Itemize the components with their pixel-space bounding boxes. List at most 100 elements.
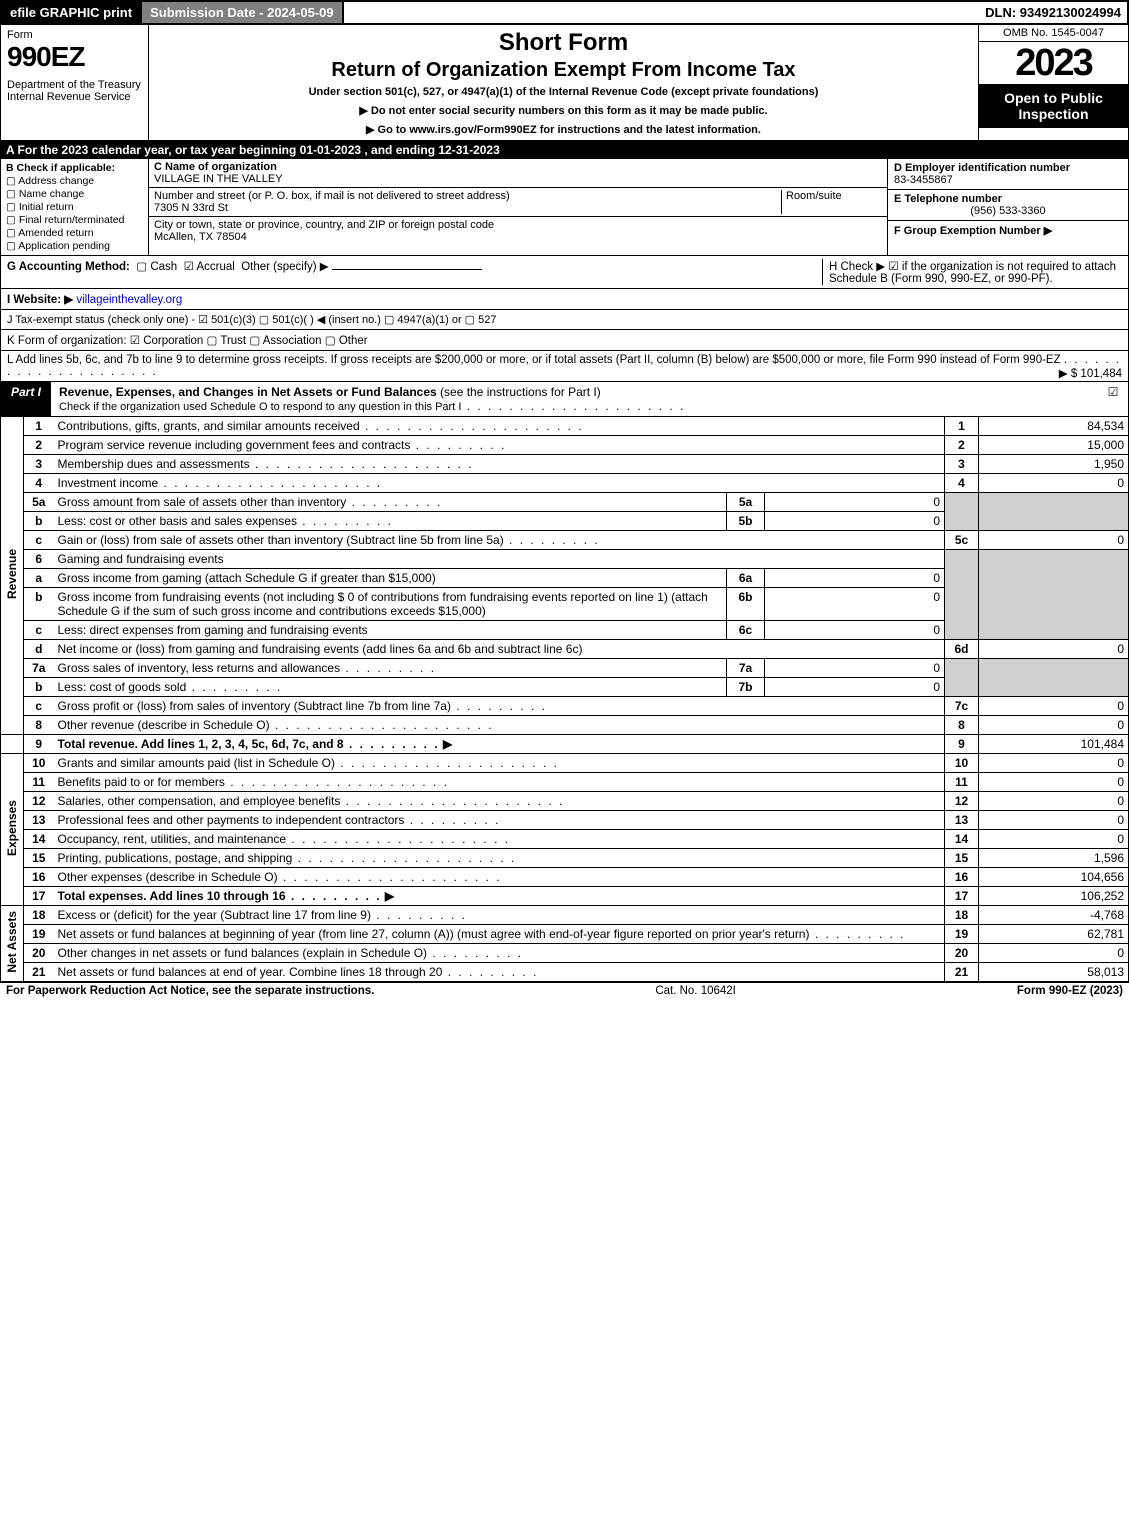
ln-17-val: 106,252 [979,887,1129,906]
g-label: G Accounting Method: [7,261,130,273]
rotated-net-assets: Net Assets [1,906,24,982]
ln-16-desc: Other expenses (describe in Schedule O) [58,870,278,884]
ln-11-val: 0 [979,773,1129,792]
ln-7a-desc: Gross sales of inventory, less returns a… [58,661,341,675]
ln-15-val: 1,596 [979,849,1129,868]
ln-9-num: 9 [24,735,54,754]
phone: (956) 533-3360 [894,205,1122,217]
ln-5b-num: b [24,512,54,531]
ln-7b-sv: 0 [765,678,945,697]
efile-print-button[interactable]: efile GRAPHIC print [2,2,142,23]
ln-15-nc: 15 [945,849,979,868]
ln-3-val: 1,950 [979,455,1129,474]
rotated-revenue: Revenue [1,417,24,735]
street: 7305 N 33rd St [154,202,228,214]
row-j: J Tax-exempt status (check only one) - ☑… [0,310,1129,330]
ln-13-nc: 13 [945,811,979,830]
ln-14-nc: 14 [945,830,979,849]
ln-5b-sv: 0 [765,512,945,531]
part-1-header: Part I Revenue, Expenses, and Changes in… [0,382,1129,417]
e-label: E Telephone number [894,193,1002,205]
form-word: Form [7,29,142,41]
ln-11-desc: Benefits paid to or for members [58,775,225,789]
ln-14-desc: Occupancy, rent, utilities, and maintena… [58,832,287,846]
form-number: 990EZ [7,41,142,73]
ln-5a-sl: 5a [727,493,765,512]
ln-2-desc: Program service revenue including govern… [58,438,411,452]
ln-19-desc: Net assets or fund balances at beginning… [58,927,810,941]
ln-11-nc: 11 [945,773,979,792]
ln-5c-num: c [24,531,54,550]
ln-18-val: -4,768 [979,906,1129,925]
ln-15-num: 15 [24,849,54,868]
omb-number: OMB No. 1545-0047 [979,25,1128,42]
ln-10-num: 10 [24,754,54,773]
info-grid: B Check if applicable: ▢ Address change … [0,159,1129,256]
ln-8-desc: Other revenue (describe in Schedule O) [58,718,270,732]
ln-6a-num: a [24,569,54,588]
ln-13-val: 0 [979,811,1129,830]
chk-address-change[interactable]: ▢ Address change [6,175,143,187]
chk-amended[interactable]: ▢ Amended return [6,227,143,239]
title-short-form: Short Form [159,29,968,57]
l-value: ▶ $ 101,484 [1059,366,1122,380]
ln-7c-val: 0 [979,697,1129,716]
ln-13-desc: Professional fees and other payments to … [58,813,405,827]
section-a: A For the 2023 calendar year, or tax yea… [0,141,1129,159]
part-1-checkbox[interactable]: ☑ [1098,382,1128,416]
ln-6b-desc: Gross income from fundraising events (no… [54,588,727,621]
ln-18-desc: Excess or (deficit) for the year (Subtra… [58,908,371,922]
ln-6c-desc: Less: direct expenses from gaming and fu… [54,621,727,640]
section-c: C Name of organization VILLAGE IN THE VA… [149,159,888,255]
i-label: I Website: ▶ [7,294,73,306]
b-title: B Check if applicable: [6,162,115,174]
ln-5c-desc: Gain or (loss) from sale of assets other… [58,533,504,547]
part-1-tab: Part I [1,382,51,416]
ln-20-val: 0 [979,944,1129,963]
ln-21-num: 21 [24,963,54,982]
ln-16-val: 104,656 [979,868,1129,887]
ln-5b-sl: 5b [727,512,765,531]
chk-application-pending[interactable]: ▢ Application pending [6,240,143,252]
ln-16-num: 16 [24,868,54,887]
ln-11-num: 11 [24,773,54,792]
ln-6d-nc: 6d [945,640,979,659]
ln-7c-desc: Gross profit or (loss) from sales of inv… [58,699,451,713]
ln-1-val: 84,534 [979,417,1129,436]
website-link[interactable]: villageinthevalley.org [76,294,182,306]
arrow-icon: ▶ [443,737,452,751]
street-label: Number and street (or P. O. box, if mail… [154,190,510,202]
ln-6d-num: d [24,640,54,659]
ln-8-num: 8 [24,716,54,735]
lines-table: Revenue 1 Contributions, gifts, grants, … [0,417,1129,982]
ln-17-desc: Total expenses. Add lines 10 through 16 [58,889,286,903]
ln-6b-num: b [24,588,54,621]
ln-4-desc: Investment income [58,476,159,490]
ln-12-num: 12 [24,792,54,811]
part-1-sub: Check if the organization used Schedule … [59,401,461,413]
g-other[interactable]: Other (specify) ▶ [241,261,328,273]
chk-initial-return[interactable]: ▢ Initial return [6,201,143,213]
ln-10-nc: 10 [945,754,979,773]
ln-20-num: 20 [24,944,54,963]
footer-form: Form 990-EZ (2023) [1017,985,1123,997]
ln-7c-num: c [24,697,54,716]
ln-21-val: 58,013 [979,963,1129,982]
ln-18-nc: 18 [945,906,979,925]
ln-6c-num: c [24,621,54,640]
ln-2-val: 15,000 [979,436,1129,455]
g-cash[interactable]: Cash [150,261,177,273]
g-accrual[interactable]: Accrual [196,261,234,273]
ln-3-num: 3 [24,455,54,474]
ln-6-num: 6 [24,550,54,569]
chk-final-return[interactable]: ▢ Final return/terminated [6,214,143,226]
footer-left: For Paperwork Reduction Act Notice, see … [6,985,374,997]
ln-16-nc: 16 [945,868,979,887]
ln-17-num: 17 [24,887,54,906]
ln-6a-desc: Gross income from gaming (attach Schedul… [54,569,727,588]
chk-name-change[interactable]: ▢ Name change [6,188,143,200]
goto-link[interactable]: ▶ Go to www.irs.gov/Form990EZ for instru… [159,123,968,136]
ln-19-num: 19 [24,925,54,944]
ln-9-val: 101,484 [979,735,1129,754]
ln-12-desc: Salaries, other compensation, and employ… [58,794,341,808]
